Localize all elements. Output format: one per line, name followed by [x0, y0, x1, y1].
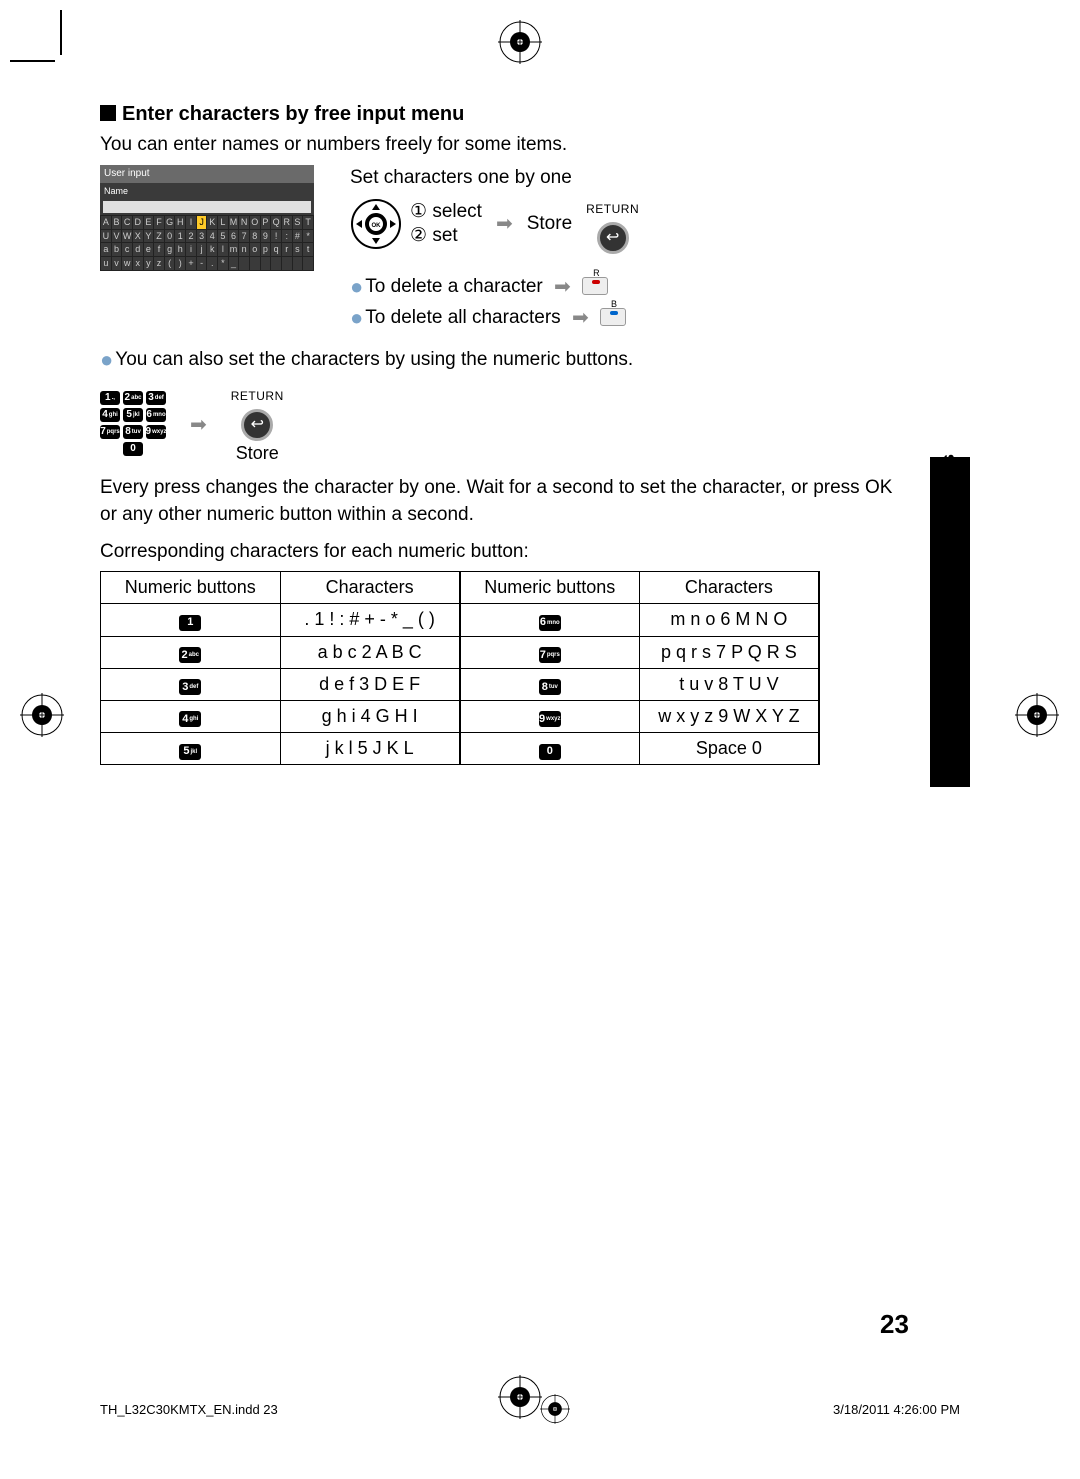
- numpad: 1.,2abc3def 4ghi5jkl6mno 7pqrs8tuv9wxyz0: [100, 391, 166, 459]
- osd-panel: User input Name ABCDEFGHIJKLMNOPQRSTUVWX…: [100, 165, 314, 271]
- numkey-2: 2abc: [123, 391, 143, 405]
- section-desc: You can enter names or numbers freely fo…: [100, 132, 906, 159]
- numkey-7: 7pqrs: [539, 647, 561, 663]
- registration-mark-left: [20, 693, 64, 737]
- numkey-9: 9wxyz: [539, 711, 561, 727]
- delete-all: To delete all characters: [365, 307, 560, 328]
- table-row: 3defd e f 3 D E F8tuvt u v 8 T U V: [101, 668, 820, 700]
- table-row: 2abca b c 2 A B C7pqrsp q r s 7 P Q R S: [101, 636, 820, 668]
- numkey-4: 4ghi: [179, 711, 201, 727]
- arrow-right-icon: ➡: [554, 273, 571, 301]
- delete-one: To delete a character: [365, 276, 542, 297]
- table-header: Characters: [639, 572, 819, 604]
- arrow-right-icon: ➡: [572, 304, 589, 332]
- footer: TH_L32C30KMTX_EN.indd 23 3/18/2011 4:26:…: [100, 1394, 960, 1424]
- numkey-3: 3def: [146, 391, 166, 405]
- blue-button-icon: B: [600, 308, 626, 326]
- osd-name-label: Name: [100, 183, 314, 200]
- table-row: 4ghig h i 4 G H I9wxyzw x y z 9 W X Y Z: [101, 700, 820, 732]
- table-row: 5jklj k l 5 J K L0Space 0: [101, 733, 820, 765]
- every-press: Every press changes the character by one…: [100, 475, 906, 528]
- footer-timestamp: 3/18/2011 4:26:00 PM: [833, 1402, 960, 1417]
- table-header: Numeric buttons: [460, 572, 640, 604]
- step1-label: ① select: [410, 200, 482, 225]
- osd-char-grid: ABCDEFGHIJKLMNOPQRSTUVWXYZ0123456789!:#*…: [100, 215, 314, 270]
- square-bullet-icon: [100, 105, 116, 121]
- crop-mark-left: [10, 60, 55, 62]
- return-button-icon: ↩: [241, 409, 273, 441]
- numkey-0: 0: [539, 744, 561, 760]
- numkey-2: 2abc: [179, 647, 201, 663]
- steps-heading: Set characters one by one: [350, 165, 639, 192]
- table-row: 1. 1 ! : # + - * _ ( )6mnom n o 6 M N O: [101, 604, 820, 636]
- side-label: How to Use the Menu Functions: [938, 454, 959, 727]
- numeric-intro: You can also set the characters by using…: [115, 349, 633, 370]
- return-button-icon: ↩: [597, 222, 629, 254]
- numkey-1: 1: [179, 615, 201, 631]
- numkey-0: 0: [123, 442, 143, 456]
- bullet-icon: ●: [350, 305, 363, 330]
- red-button-icon: R: [582, 277, 608, 295]
- store-label: Store: [527, 211, 572, 238]
- crop-mark-top: [60, 10, 62, 55]
- numkey-6: 6mno: [146, 408, 166, 422]
- svg-text:OK: OK: [372, 223, 382, 229]
- arrow-right-icon: ➡: [496, 210, 513, 238]
- arrow-right-icon: ➡: [190, 411, 207, 439]
- corresponding-label: Corresponding characters for each numeri…: [100, 539, 906, 566]
- nav-wheel-icon: OK: [350, 198, 402, 250]
- char-table: Numeric buttonsCharactersNumeric buttons…: [100, 571, 820, 765]
- store-label: Store: [236, 443, 279, 463]
- numkey-1: 1.,: [100, 391, 120, 405]
- registration-mark-right: [1015, 693, 1059, 737]
- return-label: RETURN: [231, 389, 284, 403]
- numkey-6: 6mno: [539, 615, 561, 631]
- table-header-row: Numeric buttonsCharactersNumeric buttons…: [101, 572, 820, 604]
- numkey-3: 3def: [179, 679, 201, 695]
- return-label: RETURN: [586, 202, 639, 216]
- footer-file: TH_L32C30KMTX_EN.indd 23: [100, 1402, 278, 1417]
- osd-name-box: [103, 201, 311, 213]
- numkey-7: 7pqrs: [100, 425, 120, 439]
- numkey-9: 9wxyz: [146, 425, 166, 439]
- table-header: Numeric buttons: [101, 572, 281, 604]
- bullet-icon: ●: [350, 274, 363, 299]
- table-header: Characters: [280, 572, 460, 604]
- numkey-8: 8tuv: [123, 425, 143, 439]
- osd-title: User input: [100, 165, 314, 183]
- numkey-4: 4ghi: [100, 408, 120, 422]
- numkey-8: 8tuv: [539, 679, 561, 695]
- registration-mark-footer: [540, 1394, 570, 1424]
- registration-mark-top: [498, 20, 542, 64]
- numkey-5: 5jkl: [123, 408, 143, 422]
- numkey-5: 5jkl: [179, 744, 201, 760]
- section-title: Enter characters by free input menu: [100, 100, 906, 128]
- bullet-icon: ●: [100, 347, 113, 372]
- step2-label: ② set: [410, 224, 482, 249]
- page-number: 23: [880, 1309, 909, 1340]
